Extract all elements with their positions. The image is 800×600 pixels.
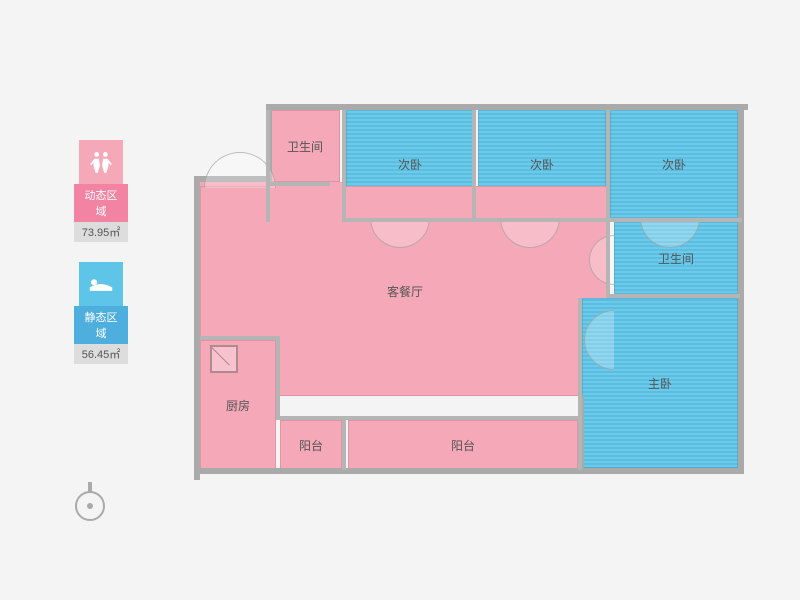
room-balc2: 阳台 (348, 420, 578, 470)
wall-thin (276, 416, 582, 420)
legend: 动态区域 73.95㎡ 静态区域 56.45㎡ (74, 140, 128, 384)
room-bed1: 主卧 (582, 298, 738, 468)
room-label: 卫生间 (287, 138, 323, 155)
wall-thin (578, 298, 582, 470)
wall (578, 468, 744, 474)
room-label: 卫生间 (658, 250, 694, 267)
room-balc1: 阳台 (280, 420, 342, 470)
room-label: 阳台 (451, 437, 475, 454)
sleep-icon (79, 262, 123, 306)
room-bath2: 卫生间 (614, 222, 738, 294)
wall-thin (276, 336, 280, 420)
legend-static-value: 56.45㎡ (74, 344, 128, 364)
wall-thin (200, 336, 280, 340)
room-label: 主卧 (648, 375, 672, 392)
wall-thin (342, 110, 346, 222)
room-bed2c: 次卧 (610, 110, 738, 218)
legend-dynamic: 动态区域 73.95㎡ (74, 140, 128, 242)
wall-thin (270, 182, 330, 186)
wall-thin (472, 110, 476, 218)
room-label: 阳台 (299, 437, 323, 454)
wall (738, 104, 744, 474)
room-bath1: 卫生间 (270, 110, 340, 182)
floorplan: 卫生间次卧次卧次卧客餐厅卫生间主卧厨房阳台阳台 (200, 110, 740, 510)
wall-thin (342, 218, 742, 222)
room-fill (200, 182, 270, 186)
wall-thin (610, 294, 740, 298)
room-label: 次卧 (398, 156, 422, 173)
wall-thin (342, 416, 346, 470)
legend-static: 静态区域 56.45㎡ (74, 262, 128, 364)
people-icon (79, 140, 123, 184)
room-label: 次卧 (662, 156, 686, 173)
legend-static-label: 静态区域 (74, 306, 128, 344)
room-kitchen: 厨房 (200, 340, 276, 470)
legend-dynamic-label: 动态区域 (74, 184, 128, 222)
legend-dynamic-value: 73.95㎡ (74, 222, 128, 242)
canvas: 动态区域 73.95㎡ 静态区域 56.45㎡ 卫生间次卧次卧次卧客餐厅卫生间主… (0, 0, 800, 600)
room-label: 客餐厅 (387, 283, 423, 300)
wall-thin (606, 110, 610, 298)
room-label: 厨房 (226, 397, 250, 414)
wall-thin (266, 110, 270, 222)
compass-icon (72, 480, 108, 529)
room-label: 次卧 (530, 156, 554, 173)
